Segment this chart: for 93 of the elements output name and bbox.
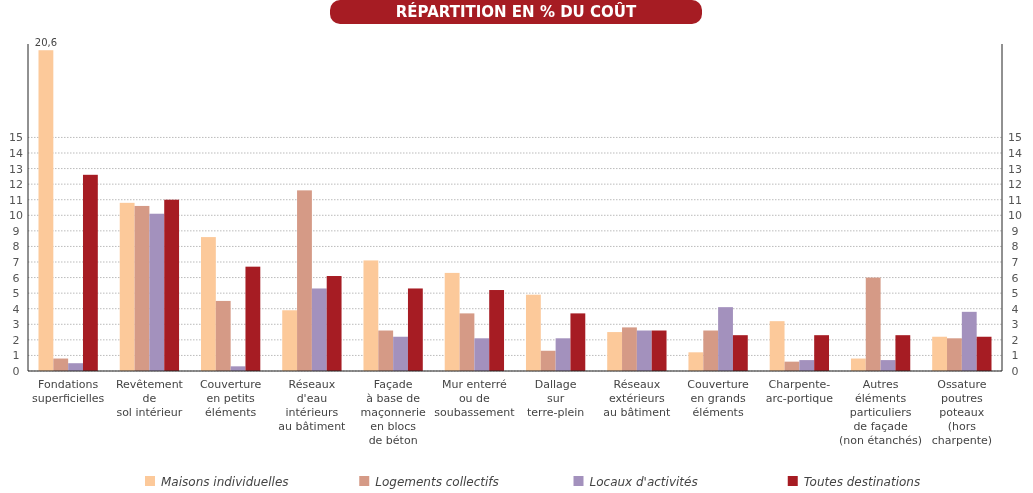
bar [119,202,135,371]
bar [326,276,342,371]
y-tick-label: 0 [12,365,20,378]
y-tick-label: 1 [12,349,20,363]
y-tick-label: 5 [12,287,20,301]
bar [555,338,571,371]
y-tick-label: 11 [9,193,23,207]
x-tick-label: Ossature poutres poteaux (hors charpente) [931,378,993,447]
x-tick-label: Réseaux extérieurs au bâtiment [603,378,672,419]
bar [525,294,541,371]
x-tick-label: Façade à base de maçonnerie en blocs de béton [360,378,427,447]
y2-tick-label: 12 [1008,178,1022,192]
y2-tick-label: 15 [1008,131,1022,145]
legend-label: Locaux d'activités [589,475,698,489]
legend-label: Toutes destinations [803,475,921,489]
y2-tick-label: 0 [1011,365,1019,378]
bar [297,190,312,371]
bar [895,335,911,371]
bar [932,336,948,371]
x-tick-label: Mur enterré ou de soubassement [434,378,516,419]
y2-tick-label: 14 [1008,147,1022,160]
y-tick-label: 14 [9,147,23,160]
bar [311,288,327,371]
bar [769,321,785,371]
y-tick-label: 9 [12,224,20,238]
bar [134,205,150,371]
y-tick-label: 10 [9,209,23,223]
bar [82,174,98,371]
y-tick-label: 13 [9,162,23,176]
y-tick-label: 3 [12,318,20,332]
chart-title: RÉPARTITION EN % DU COÛT [395,2,637,21]
y-tick-label: 4 [12,302,20,316]
x-tick-label: Revêtement de sol intérieur [115,378,184,419]
bar [38,50,54,371]
bar [799,360,815,371]
x-tick-label: Réseaux d'eau intérieurs au bâtiment [278,378,347,433]
y2-tick-label: 6 [1011,271,1019,285]
y2-tick-label: 8 [1011,240,1019,254]
bar [688,352,704,371]
y2-tick-label: 5 [1011,287,1019,301]
bar [961,311,977,371]
bar [540,350,556,371]
bar [164,199,180,371]
bar [622,327,637,371]
y2-tick-label: 9 [1011,224,1019,238]
bar [732,335,748,371]
bar [947,338,962,371]
bar [607,332,623,371]
bar [393,336,408,371]
x-tick-label: Autres éléments particuliers de façade (non étanchés) [839,378,923,447]
bar [636,330,652,371]
y-tick-label: 2 [12,333,20,347]
y-tick-label: 7 [12,256,20,269]
bar [378,330,394,371]
bar [282,310,298,371]
y2-tick-label: 1 [1011,349,1019,363]
bar [200,237,216,371]
y2-tick-label: 7 [1011,256,1019,269]
x-tick-label: Charpente- arc-portique [765,378,834,405]
y-tick-label: 12 [9,178,23,192]
bar [570,313,586,371]
bar [363,260,379,371]
bar [149,213,165,371]
y2-tick-label: 3 [1011,318,1019,332]
legend-label: Logements collectifs [375,475,499,489]
bar [718,307,733,371]
y2-tick-label: 2 [1011,333,1019,347]
legend-label: Maisons individuelles [161,475,289,489]
bar [444,272,460,371]
y2-tick-label: 11 [1008,193,1022,207]
y2-tick-label: 4 [1011,302,1019,316]
bar [459,313,475,371]
x-tick-label: Couverture en petits éléments [199,378,262,419]
bar [489,290,505,371]
bar [651,330,667,371]
bar [215,300,231,371]
y2-tick-label: 10 [1008,209,1022,223]
bar [68,363,83,371]
bar [703,330,719,371]
data-label: 20,6 [34,37,58,49]
bar [474,338,490,371]
x-tick-label: Couverture en grands éléments [687,378,750,419]
y-tick-label: 8 [12,240,20,254]
y-tick-label: 6 [12,271,20,285]
bar [407,288,423,371]
x-tick-label: Fondations superficielles [31,378,105,405]
bar [865,277,881,371]
y2-tick-label: 13 [1008,162,1022,176]
bar [976,336,992,371]
y-tick-label: 15 [9,131,23,145]
bar [814,335,830,371]
x-tick-label: Dallage sur terre-plein [526,378,585,419]
bar [245,266,261,371]
